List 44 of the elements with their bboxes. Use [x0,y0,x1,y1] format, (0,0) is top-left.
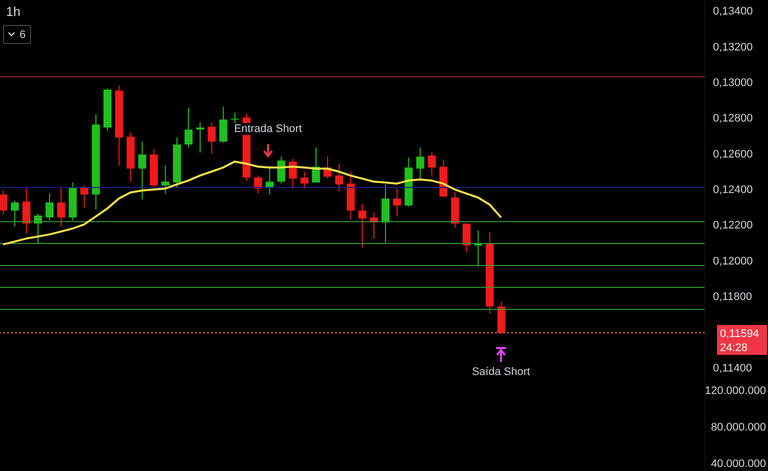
candlestick [462,223,471,253]
candlestick [22,188,30,234]
y2-tick-label: 40.000.000 [710,458,766,470]
y-tick-label: 0,13000 [713,76,753,89]
candlestick [138,141,146,200]
candlestick [57,186,66,228]
y-tick-label: 0,12400 [713,184,753,196]
chart-title: 1h [6,4,20,19]
candlestick [277,156,286,184]
candlestick [300,171,308,190]
candlestick [381,184,390,244]
annotation: Entrada Short [234,123,302,135]
candlestick [416,147,424,180]
candlestick [184,107,193,148]
text: 24:28 [720,342,748,354]
candlestick [161,165,170,194]
candlestick [230,112,239,124]
ref-line-label: 0,11594 [720,328,759,340]
candlestick [80,185,88,208]
candlestick [10,200,19,228]
candlestick [428,152,436,176]
candlestick [46,193,54,222]
candlestick [335,163,344,192]
annotation: Saída Short [472,366,530,378]
y-tick-label: 0,11400 [713,362,752,374]
y-tick-label: 0,12800 [713,112,753,125]
y-tick-label: 0,11800 [713,291,752,304]
candlestick [196,122,204,154]
candlestick [254,175,262,194]
candlestick [0,190,8,215]
candlestick [208,122,216,154]
y-tick-label: 0,12600 [713,148,753,160]
candlestick [219,106,228,144]
y2-tick-label: 120.000.000 [704,384,766,397]
candlestick [393,188,402,218]
annotation: 6 [19,28,26,40]
line-series [2,160,502,246]
y-tick-label: 0,12000 [713,255,753,268]
y-tick-label: 0,12200 [713,220,753,232]
y-tick-label: 0,13200 [713,41,753,54]
candlestick [358,203,366,248]
candlestick [266,167,274,195]
y2-tick-label: 80.000.000 [710,421,766,434]
y-tick-label: 0,13400 [713,6,753,18]
